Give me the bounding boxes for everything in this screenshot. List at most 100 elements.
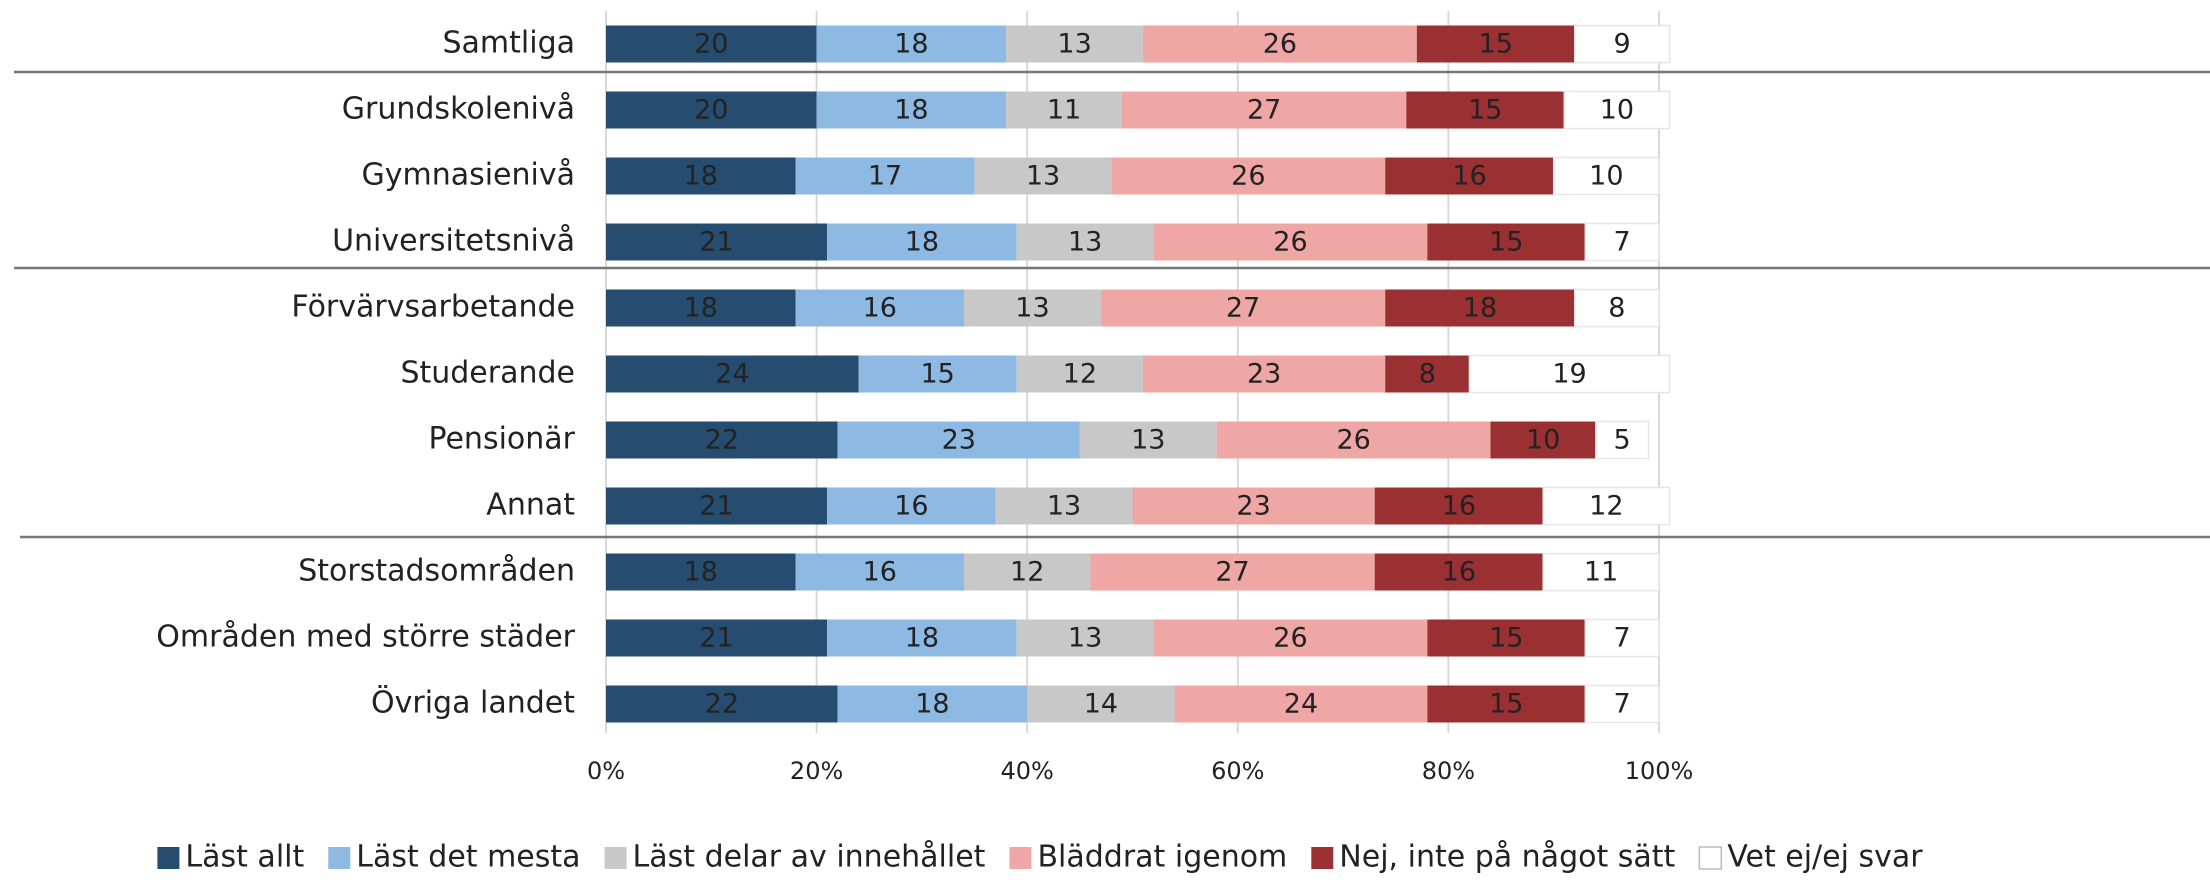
bar-segment (1416, 25, 1575, 63)
bar-segment (1016, 355, 1144, 393)
data-label: 13 (1057, 29, 1091, 60)
data-label: 12 (1589, 491, 1623, 522)
data-label: 18 (894, 29, 928, 60)
data-label: 13 (1026, 161, 1060, 192)
data-label: 10 (1526, 425, 1560, 456)
data-label: 13 (1068, 623, 1102, 654)
bar-segment (1132, 487, 1375, 525)
bar-segment (1016, 223, 1154, 261)
category-label: Områden med större städer (156, 620, 575, 655)
data-label: 13 (1015, 293, 1049, 324)
data-label: 18 (684, 557, 718, 588)
data-label: 20 (694, 29, 728, 60)
bar-segment (827, 223, 1017, 261)
bar-segment (1574, 288, 1660, 328)
bar-segment (606, 487, 828, 525)
data-label: 15 (1468, 95, 1502, 126)
bar-segment (606, 685, 838, 723)
bar-segment (1121, 91, 1407, 129)
bar-segment (995, 487, 1133, 525)
bar-segment (1584, 618, 1660, 658)
bar-segment (1090, 553, 1375, 591)
bar-segment (1374, 487, 1544, 525)
data-label: 17 (868, 161, 902, 192)
data-label: 21 (699, 491, 733, 522)
bar-segment (1542, 486, 1671, 526)
bar-segment (1216, 421, 1491, 459)
bar-segment (606, 553, 796, 591)
bar-segment (606, 619, 828, 657)
bar-segment (606, 25, 817, 63)
data-label: 18 (684, 161, 718, 192)
data-label: 18 (905, 623, 939, 654)
legend-label: Bläddrat igenom (1037, 840, 1287, 875)
data-label: 27 (1226, 293, 1260, 324)
legend-label: Nej, inte på något sätt (1339, 840, 1675, 875)
bar-segment (1027, 685, 1175, 723)
bar-segment (1595, 420, 1650, 460)
legend-label: Vet ej/ej svar (1727, 840, 1923, 875)
bar-segment (1385, 355, 1470, 393)
legend-swatch (1698, 846, 1723, 870)
data-label: 18 (905, 227, 939, 258)
bar-segment (1574, 24, 1671, 64)
data-label: 20 (694, 95, 728, 126)
data-label: 15 (1489, 689, 1523, 720)
bar-segment (1079, 421, 1217, 459)
bar-segment (1385, 157, 1554, 195)
bar-segment (1006, 25, 1144, 63)
x-tick-label: 80% (1422, 757, 1475, 785)
bar-segment (1006, 91, 1122, 129)
data-label: 18 (1463, 293, 1497, 324)
bar-segment (606, 223, 828, 261)
bar-segment (1584, 684, 1660, 724)
data-label: 13 (1047, 491, 1081, 522)
data-label: 24 (715, 359, 749, 390)
bar-segment (1143, 25, 1417, 63)
data-label: 22 (705, 689, 739, 720)
data-label: 7 (1614, 227, 1631, 258)
data-label: 11 (1047, 95, 1081, 126)
data-label: 23 (1236, 491, 1270, 522)
bar-segment (606, 91, 817, 129)
data-label: 8 (1608, 293, 1625, 324)
legend-swatch (328, 847, 351, 869)
bar-segment (1427, 619, 1586, 657)
data-label: 21 (699, 227, 733, 258)
data-label: 15 (1479, 29, 1513, 60)
bar-segment (964, 553, 1091, 591)
category-label: Övriga landet (371, 685, 575, 721)
x-tick-label: 0% (587, 757, 625, 785)
data-label: 21 (699, 623, 733, 654)
bar-segment (606, 421, 838, 459)
bar-segment (816, 25, 1007, 63)
data-label: 9 (1614, 29, 1631, 60)
bar-segment (858, 355, 1017, 393)
x-tick-label: 60% (1211, 757, 1264, 785)
bar-segment (795, 289, 965, 327)
bar-segment (1153, 223, 1428, 261)
x-tick-label: 20% (790, 757, 843, 785)
bar-segment (827, 619, 1017, 657)
data-label: 15 (921, 359, 955, 390)
data-label: 10 (1600, 95, 1634, 126)
bar-segment (1552, 156, 1660, 196)
category-label: Grundskolenivå (342, 92, 575, 127)
category-label: Förvärvsarbetande (291, 290, 575, 325)
category-label: Samtliga (442, 26, 575, 61)
bar-segment (816, 91, 1007, 129)
data-label: 16 (1452, 161, 1486, 192)
bar-segment (837, 685, 1028, 723)
legend-label: Läst det mesta (356, 840, 580, 875)
data-label: 27 (1247, 95, 1281, 126)
bar-segment (795, 157, 975, 195)
data-label: 19 (1552, 359, 1586, 390)
data-label: 26 (1336, 425, 1370, 456)
data-label: 27 (1215, 557, 1249, 588)
bar-segment (964, 289, 1101, 327)
data-label: 10 (1589, 161, 1623, 192)
data-label: 15 (1489, 227, 1523, 258)
bar-segment (1016, 619, 1154, 657)
